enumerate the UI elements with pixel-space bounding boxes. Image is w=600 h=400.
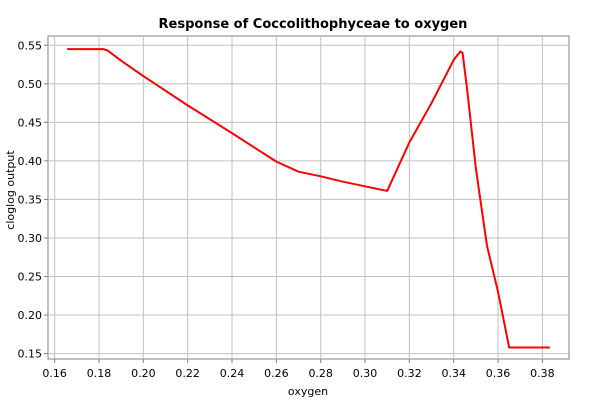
x-tick-label: 0.30 [353,367,378,380]
y-tick-label: 0.25 [18,271,43,284]
x-tick-label: 0.36 [486,367,511,380]
x-tick-label: 0.32 [397,367,422,380]
x-tick-label: 0.18 [87,367,112,380]
y-tick-label: 0.20 [18,309,43,322]
grid-lines [48,36,569,359]
y-tick-label: 0.35 [18,193,43,206]
x-tick-label: 0.34 [441,367,466,380]
x-tick-label: 0.38 [530,367,555,380]
y-axis-label: cloglog output [4,150,17,230]
x-tick-label: 0.20 [131,367,156,380]
series-lines [66,48,551,349]
chart-title: Response of Coccolithophyceae to oxygen [159,17,468,32]
axis-ticks: 0.16 0.18 0.20 0.22 0.24 0.26 0.28 0.30 0.32 0.34… [18,39,555,380]
y-tick-label: 0.50 [18,78,43,91]
x-tick-label: 0.24 [220,367,245,380]
x-tick-label: 0.28 [308,367,333,380]
y-tick-label: 0.30 [18,232,43,245]
y-tick-label: 0.40 [18,155,43,168]
x-tick-label: 0.26 [264,367,289,380]
plot-area [47,35,570,360]
y-tick-label: 0.15 [18,348,43,361]
y-tick-label: 0.45 [18,116,43,129]
series-line [66,48,551,349]
x-tick-label: 0.16 [42,367,67,380]
x-axis-label: oxygen [288,385,328,398]
x-tick-label: 0.22 [175,367,200,380]
y-tick-label: 0.55 [18,39,43,52]
